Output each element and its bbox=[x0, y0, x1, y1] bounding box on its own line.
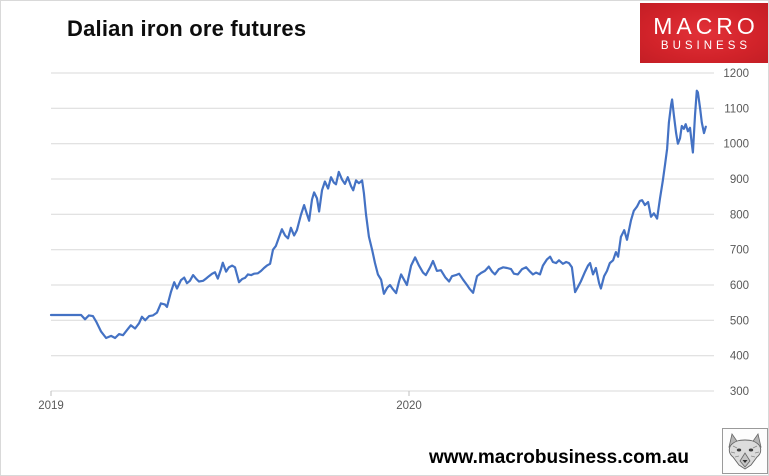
y-tick-label: 1000 bbox=[723, 139, 749, 151]
y-tick-label: 700 bbox=[730, 245, 749, 257]
y-tick-label: 300 bbox=[730, 386, 749, 398]
x-tick-label: 2019 bbox=[38, 400, 64, 412]
footer-url: www.macrobusiness.com.au bbox=[428, 447, 690, 468]
y-tick-label: 800 bbox=[730, 209, 749, 221]
y-tick-label: 400 bbox=[730, 351, 749, 363]
y-tick-label: 900 bbox=[730, 174, 749, 186]
macrobusiness-logo: MACRO BUSINESS bbox=[640, 3, 768, 63]
wolf-head-logo-box bbox=[722, 428, 768, 474]
y-tick-label: 600 bbox=[730, 280, 749, 292]
y-tick-label: 1200 bbox=[723, 68, 749, 80]
price-line bbox=[49, 89, 707, 340]
logo-text-business: BUSINESS bbox=[660, 39, 752, 52]
y-tick-label: 1100 bbox=[724, 103, 749, 115]
logo-text-macro: MACRO bbox=[653, 12, 759, 39]
x-tick-label: 2020 bbox=[396, 400, 422, 412]
y-tick-label: 500 bbox=[730, 315, 749, 327]
wolf-head-icon bbox=[728, 433, 762, 470]
chart-title: Dalian iron ore futures bbox=[67, 16, 307, 41]
